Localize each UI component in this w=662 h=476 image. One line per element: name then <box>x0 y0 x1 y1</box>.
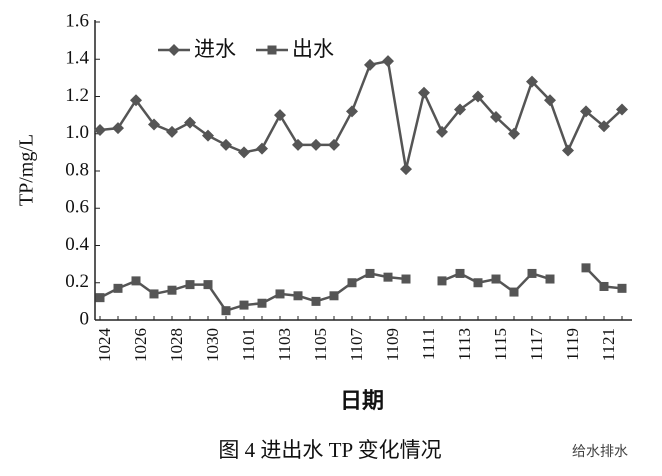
data-point <box>256 142 268 155</box>
data-point <box>148 118 160 131</box>
data-point <box>275 289 285 299</box>
x-tick-label: 1115 <box>491 328 510 361</box>
data-point <box>202 129 214 142</box>
data-point <box>400 163 412 176</box>
x-tick-label: 1113 <box>455 328 474 361</box>
data-point <box>598 120 610 133</box>
x-tick-label: 1026 <box>131 328 150 362</box>
data-point <box>292 138 304 151</box>
watermark: 给水排水 <box>572 444 628 460</box>
data-point <box>311 296 321 306</box>
y-tick-label: 1.0 <box>65 122 89 143</box>
data-point <box>455 268 465 278</box>
data-point <box>238 146 250 159</box>
x-tick-label: 1107 <box>347 328 366 362</box>
data-point <box>130 94 142 107</box>
data-point <box>185 280 195 290</box>
series-line <box>99 266 623 313</box>
data-point <box>274 109 286 122</box>
data-point <box>112 122 124 135</box>
legend-label: 出水 <box>292 37 334 61</box>
data-point <box>113 283 123 293</box>
data-point <box>527 268 537 278</box>
data-point <box>490 110 502 123</box>
data-point <box>149 289 159 299</box>
x-axis-label: 日期 <box>340 389 384 414</box>
data-point <box>526 75 538 88</box>
data-point <box>220 138 232 151</box>
x-tick-label: 1024 <box>95 328 114 363</box>
data-point <box>616 103 628 116</box>
data-point <box>401 274 411 284</box>
data-point <box>436 125 448 138</box>
y-tick-label: 0.8 <box>65 159 89 180</box>
data-point <box>545 274 555 284</box>
x-tick-label: 1119 <box>563 328 582 361</box>
data-point <box>166 125 178 138</box>
data-point <box>131 276 141 286</box>
series-line <box>99 59 623 170</box>
x-tick-label: 1030 <box>203 328 222 362</box>
data-point <box>508 127 520 140</box>
data-point <box>293 291 303 301</box>
x-tick-label: 1103 <box>275 328 294 361</box>
data-point <box>310 138 322 151</box>
y-tick-label: 0.2 <box>65 271 89 292</box>
data-point <box>94 124 106 137</box>
x-tick-label: 1121 <box>599 328 618 361</box>
data-point <box>365 268 375 278</box>
x-tick-label: 1105 <box>311 328 330 361</box>
data-point <box>383 272 393 282</box>
y-axis-label: TP/mg/L <box>16 134 38 206</box>
y-tick-label: 1.6 <box>65 10 89 31</box>
data-point <box>95 293 105 303</box>
data-point <box>257 298 267 308</box>
data-point <box>580 105 592 118</box>
data-point <box>364 58 376 71</box>
y-tick-label: 0.6 <box>65 197 89 218</box>
x-tick-label: 1028 <box>167 328 186 362</box>
data-point <box>346 105 358 118</box>
data-point <box>437 276 447 286</box>
x-tick-label: 1109 <box>383 328 402 361</box>
y-tick-label: 0.4 <box>65 234 89 255</box>
data-point <box>239 300 249 310</box>
data-point <box>329 291 339 301</box>
x-tick-label: 1101 <box>239 328 258 361</box>
data-point <box>473 278 483 288</box>
data-point <box>184 116 196 129</box>
data-point <box>454 103 466 116</box>
data-point <box>203 280 213 290</box>
data-point <box>221 306 231 316</box>
data-point <box>491 274 501 284</box>
data-point <box>599 281 609 291</box>
data-point <box>581 263 591 273</box>
legend-label: 进水 <box>194 37 236 61</box>
data-point <box>167 285 177 295</box>
y-tick-label: 1.4 <box>65 48 89 69</box>
x-tick-label: 1117 <box>527 328 546 361</box>
y-tick-label: 0 <box>80 308 90 329</box>
data-point <box>347 278 357 288</box>
legend-marker <box>267 45 277 55</box>
data-point <box>544 94 556 107</box>
x-tick-label: 1111 <box>419 328 438 360</box>
data-point <box>472 90 484 103</box>
data-point <box>509 287 519 297</box>
data-point <box>418 86 430 99</box>
data-point <box>382 55 394 68</box>
caption: 图 4 进出水 TP 变化情况 <box>218 438 441 462</box>
legend-marker <box>168 44 180 56</box>
data-point <box>617 283 627 293</box>
y-tick-label: 1.2 <box>65 85 89 106</box>
data-point <box>562 144 574 157</box>
data-point <box>328 138 340 151</box>
